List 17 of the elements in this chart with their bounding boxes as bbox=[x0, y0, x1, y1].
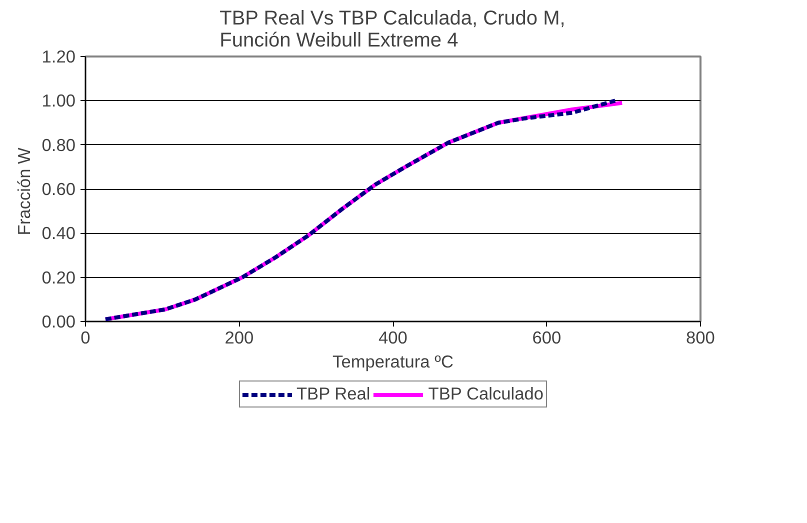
x-tick-label: 600 bbox=[532, 328, 562, 348]
y-axis-title: Fracción W bbox=[14, 146, 34, 236]
y-tick-label: 0.80 bbox=[42, 134, 76, 155]
x-tick-label: 400 bbox=[378, 328, 408, 348]
x-tick-label: 800 bbox=[686, 328, 715, 348]
legend-label: TBP Calculado bbox=[428, 384, 544, 404]
x-axis-title: Temperatura ºC bbox=[332, 352, 454, 372]
y-tick-label: 1.00 bbox=[42, 90, 76, 111]
chart-title: TBP Real Vs TBP Calculada, Crudo M, Función Weibull Extreme 4 bbox=[220, 8, 566, 52]
x-tick-label: 0 bbox=[80, 328, 90, 348]
y-tick-label: 1.20 bbox=[42, 46, 76, 66]
y-tick-label: 0.60 bbox=[42, 179, 76, 199]
y-tick-label: 0.00 bbox=[42, 312, 76, 332]
y-tick-label: 0.20 bbox=[42, 267, 76, 288]
x-tick-label: 200 bbox=[224, 328, 254, 348]
y-tick-label: 0.40 bbox=[42, 223, 76, 244]
legend-label: TBP Real bbox=[296, 384, 370, 404]
